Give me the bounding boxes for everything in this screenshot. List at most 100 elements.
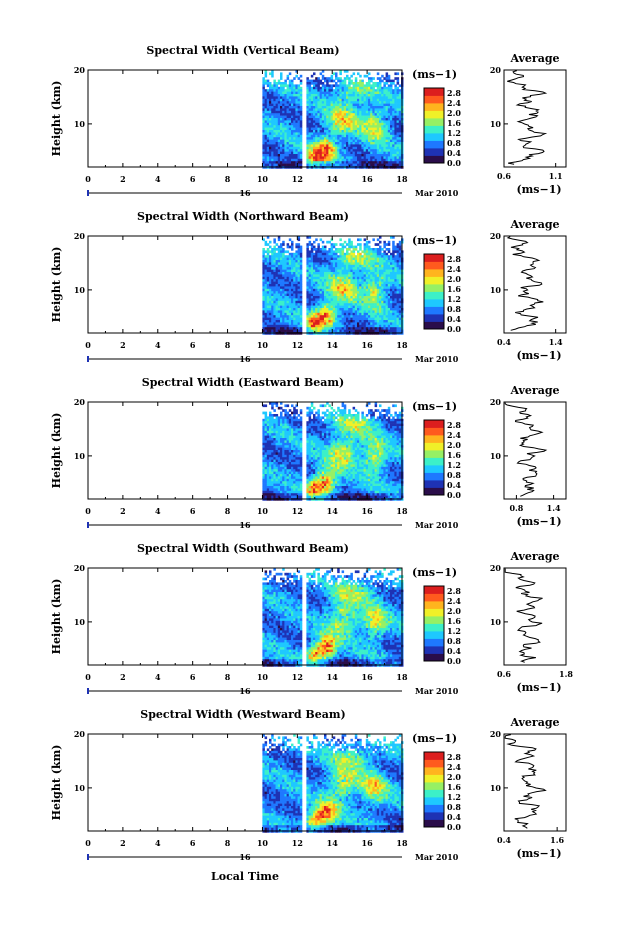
heatmap-cell <box>293 291 296 294</box>
heatmap-cell <box>376 272 380 275</box>
heatmap-cell <box>326 264 329 268</box>
heatmap-cell <box>324 110 327 114</box>
heatmap-cell <box>313 79 316 83</box>
heatmap-cell <box>262 322 265 326</box>
heatmap-cell <box>282 137 285 140</box>
heatmap-cell <box>352 262 356 266</box>
heatmap-cell <box>361 156 364 160</box>
heatmap-cell <box>282 243 285 246</box>
heatmap-cell <box>398 257 402 261</box>
heatmap-cell <box>343 146 347 150</box>
heatmap-cell <box>286 149 290 152</box>
heatmap-cell <box>291 272 294 275</box>
heatmap-cell <box>271 74 274 78</box>
heatmap-cell <box>372 134 375 138</box>
heatmap-cell <box>266 252 270 256</box>
heatmap-cell <box>361 267 364 270</box>
heatmap-cell <box>346 137 349 140</box>
heatmap-cell <box>273 310 276 314</box>
heatmap-cell <box>381 286 384 290</box>
heatmap-cell <box>271 284 274 287</box>
heatmap-cell <box>284 94 287 97</box>
heatmap-cell <box>306 300 309 304</box>
heatmap-cell <box>324 149 327 152</box>
heatmap-cell <box>269 490 272 494</box>
heatmap-cell <box>275 103 279 107</box>
heatmap-cell <box>330 298 334 302</box>
heatmap-cell <box>275 248 279 251</box>
heatmap-cell <box>317 322 320 326</box>
heatmap-cell <box>264 435 268 439</box>
heatmap-cell <box>370 125 373 128</box>
heatmap-cell <box>394 308 397 311</box>
heatmap-cell <box>361 79 364 83</box>
heatmap-cell <box>273 248 276 251</box>
heatmap-cell <box>350 91 353 95</box>
heatmap-cell <box>359 284 362 287</box>
heatmap-cell <box>269 82 272 85</box>
heatmap-cell <box>396 296 400 299</box>
heatmap-cell <box>383 127 386 131</box>
heatmap-cell <box>280 118 283 121</box>
heatmap-cell <box>315 106 318 109</box>
heatmap-cell <box>293 276 296 280</box>
heatmap-cell <box>381 267 384 270</box>
heatmap-cell <box>335 163 338 167</box>
heatmap-cell <box>319 274 323 278</box>
heatmap-cell <box>297 257 301 261</box>
heatmap-cell <box>271 471 274 475</box>
heatmap-cell <box>313 118 316 121</box>
heatmap-cell <box>363 118 367 121</box>
heatmap-cell <box>321 154 325 157</box>
heatmap-cell <box>275 284 279 287</box>
heatmap-cell <box>310 108 314 112</box>
heatmap-cell <box>313 296 316 299</box>
heatmap-cell <box>317 281 320 285</box>
heatmap-cell <box>383 103 386 107</box>
heatmap-cell <box>396 317 400 321</box>
heatmap-cell <box>282 103 285 107</box>
heatmap-cell <box>291 132 294 136</box>
heatmap-cell <box>343 293 347 297</box>
heatmap-cell <box>396 276 400 280</box>
heatmap-cell <box>310 262 314 266</box>
heatmap-cell <box>315 252 318 256</box>
heatmap-cell <box>343 324 347 328</box>
heatmap-cell <box>315 288 318 292</box>
heatmap-cell <box>317 248 320 251</box>
heatmap-cell <box>337 79 340 83</box>
heatmap-cell <box>280 324 283 328</box>
heatmap-cell <box>269 163 272 167</box>
heatmap-cell <box>396 303 400 306</box>
heatmap-cell <box>328 98 331 102</box>
heatmap-cell <box>359 262 362 266</box>
heatmap-cell <box>398 284 402 287</box>
heatmap-cell <box>352 250 356 254</box>
heatmap-cell <box>291 279 294 282</box>
heatmap-cell <box>295 86 298 90</box>
heatmap-cell <box>291 312 294 316</box>
heatmap-cell <box>396 91 400 95</box>
heatmap-cell <box>291 127 294 131</box>
heatmap-cell <box>350 324 353 328</box>
heatmap-cell <box>295 243 298 246</box>
heatmap-cell <box>357 72 360 76</box>
heatmap-cell <box>352 89 356 92</box>
heatmap-cell <box>354 262 358 266</box>
heatmap-cell <box>306 103 309 107</box>
heatmap-cell <box>357 137 360 140</box>
heatmap-cell <box>341 161 345 164</box>
heatmap-cell <box>297 156 301 160</box>
heatmap-cell <box>357 279 360 282</box>
heatmap-cell <box>363 317 367 321</box>
heatmap-cell <box>308 293 312 297</box>
heatmap-cell <box>262 454 265 458</box>
heatmap-cell <box>319 252 323 256</box>
heatmap-cell <box>321 89 325 92</box>
heatmap-cell <box>264 404 268 408</box>
colorbar-swatch <box>424 321 444 330</box>
heatmap-cell <box>387 144 391 148</box>
heatmap-cell <box>326 89 329 92</box>
heatmap-cell <box>288 103 292 107</box>
heatmap-cell <box>271 308 274 311</box>
